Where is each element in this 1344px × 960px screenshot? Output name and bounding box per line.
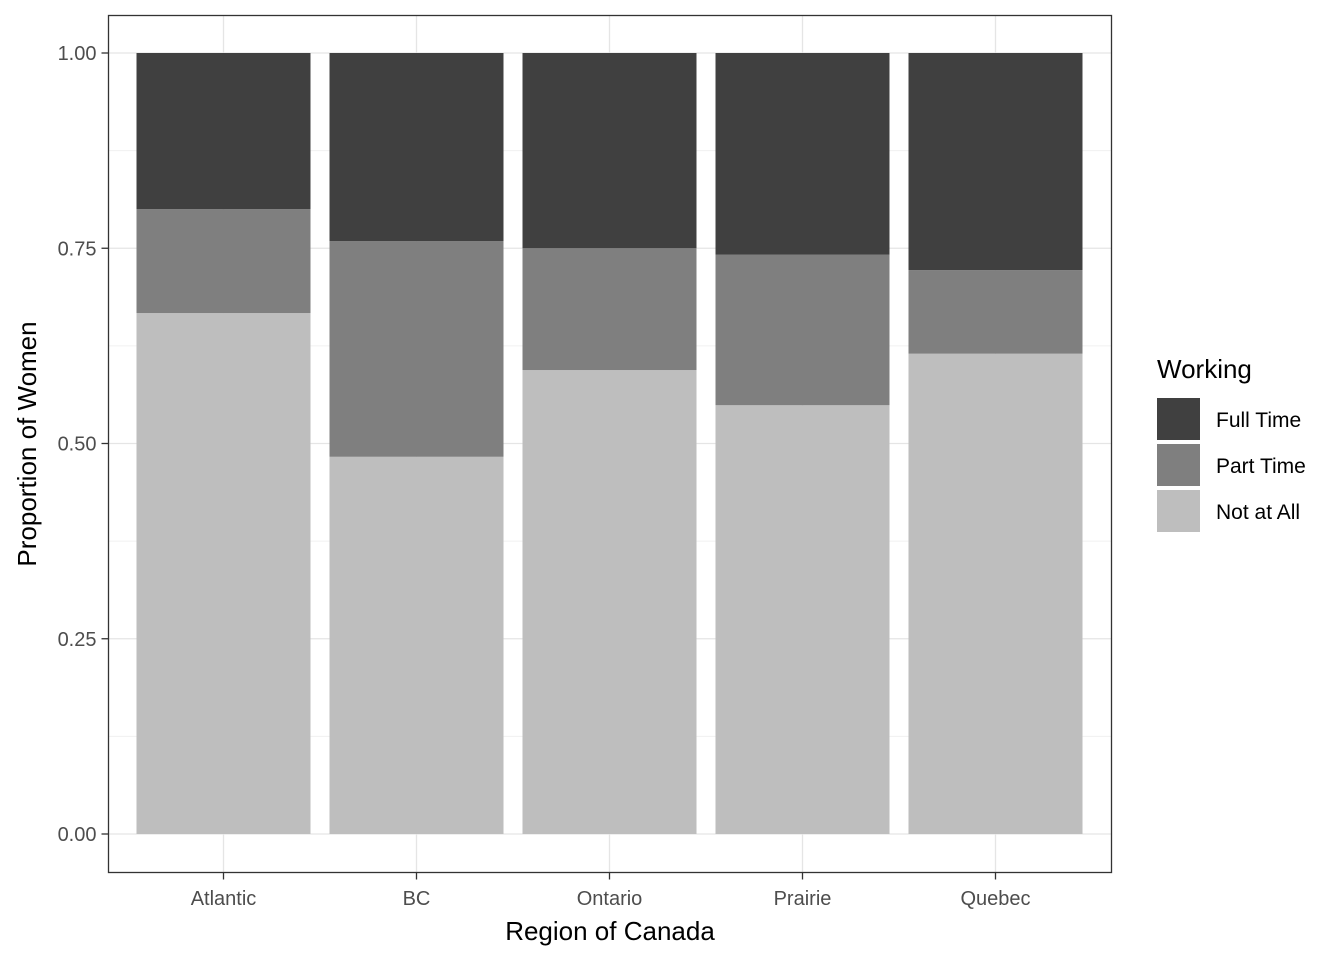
x-tick-label: Ontario — [577, 888, 643, 910]
bar-segment-atlantic-full-time — [136, 53, 311, 210]
x-tick-label: Quebec — [960, 888, 1030, 910]
legend: Working Full Time Part Time Not at All — [1157, 354, 1306, 532]
legend-key-not-at-all — [1157, 490, 1200, 532]
bar-segment-atlantic-not-at-all — [136, 313, 311, 834]
bar-segment-atlantic-part-time — [136, 209, 311, 314]
y-tick-label: 0.50 — [58, 434, 97, 456]
x-tick-label: Atlantic — [191, 888, 257, 910]
legend-label: Part Time — [1216, 455, 1306, 478]
x-axis: Atlantic BC Ontario Prairie Quebec — [191, 872, 1031, 910]
y-axis: 0.00 0.25 0.50 0.75 1.00 — [58, 43, 109, 846]
bars — [136, 53, 1083, 834]
bar-segment-ontario-part-time — [522, 248, 697, 371]
y-tick-label: 0.00 — [58, 824, 97, 846]
bar-segment-quebec-full-time — [908, 53, 1083, 271]
bar-segment-bc-not-at-all — [329, 456, 504, 834]
bar-segment-prairie-full-time — [715, 53, 890, 255]
legend-title: Working — [1157, 354, 1252, 384]
x-tick-label: Prairie — [774, 888, 832, 910]
bar-segment-ontario-full-time — [522, 53, 697, 249]
x-axis-title: Region of Canada — [505, 916, 715, 946]
legend-key-part-time — [1157, 444, 1200, 486]
y-tick-label: 1.00 — [58, 43, 97, 65]
bar-segment-ontario-not-at-all — [522, 370, 697, 834]
x-tick-label: BC — [403, 888, 431, 910]
bar-segment-prairie-not-at-all — [715, 405, 890, 834]
legend-key-full-time — [1157, 398, 1200, 440]
bar-segment-quebec-not-at-all — [908, 353, 1083, 834]
bar-segment-bc-part-time — [329, 241, 504, 457]
bar-segment-bc-full-time — [329, 53, 504, 242]
bar-segment-prairie-part-time — [715, 254, 890, 406]
bar-segment-quebec-part-time — [908, 270, 1083, 354]
y-tick-label: 0.75 — [58, 238, 97, 260]
legend-label: Not at All — [1216, 501, 1300, 524]
y-tick-label: 0.25 — [58, 629, 97, 651]
legend-label: Full Time — [1216, 409, 1301, 432]
y-axis-title: Proportion of Women — [12, 321, 42, 566]
